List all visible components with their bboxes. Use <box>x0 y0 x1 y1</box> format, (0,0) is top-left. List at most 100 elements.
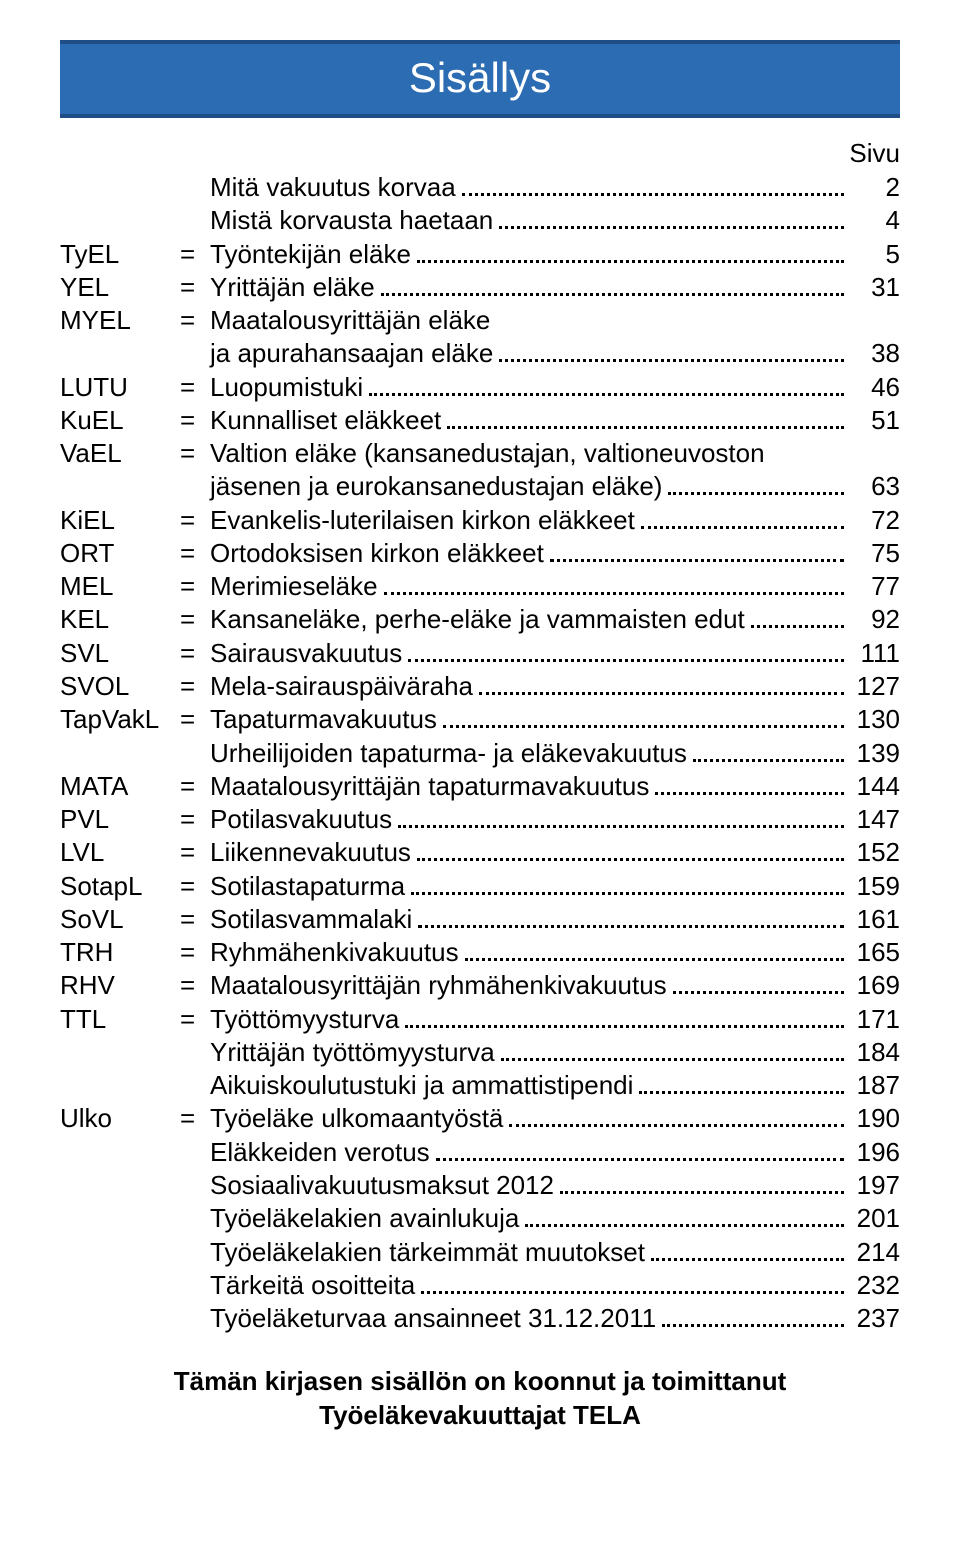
toc-equals: = <box>180 670 210 703</box>
toc-page-number: 214 <box>850 1236 900 1269</box>
toc-page-number: 130 <box>850 703 900 736</box>
toc-row: KEL=Kansaneläke, perhe-eläke ja vammaist… <box>60 603 900 636</box>
toc-row: Aikuiskoulutustuki ja ammattistipendi187 <box>60 1069 900 1102</box>
toc-leader-dots <box>560 1173 844 1194</box>
toc-abbr: MATA <box>60 770 180 803</box>
toc-equals: = <box>180 903 210 936</box>
toc-page-number: 169 <box>850 969 900 1002</box>
toc-leader-dots <box>411 873 844 894</box>
toc-page-number: 201 <box>850 1202 900 1235</box>
toc-page-number: 165 <box>850 936 900 969</box>
toc-row: TTL=Työttömyysturva171 <box>60 1003 900 1036</box>
toc-row: TRH=Ryhmähenkivakuutus165 <box>60 936 900 969</box>
toc-equals: = <box>180 537 210 570</box>
toc-description: Kansaneläke, perhe-eläke ja vammaisten e… <box>210 603 745 636</box>
toc-description: Sosiaalivakuutusmaksut 2012 <box>210 1169 554 1202</box>
toc-leader-dots <box>668 474 844 495</box>
toc-row: RHV=Maatalousyrittäjän ryhmähenkivakuutu… <box>60 969 900 1002</box>
toc-leader-dots <box>405 1006 844 1027</box>
toc-description: Merimieseläke <box>210 570 378 603</box>
toc-abbr: YEL <box>60 271 180 304</box>
toc-equals: = <box>180 1003 210 1036</box>
toc-abbr: Ulko <box>60 1102 180 1135</box>
toc-row: Mistä korvausta haetaan4 <box>60 204 900 237</box>
toc-description: Yrittäjän työttömyysturva <box>210 1036 495 1069</box>
toc-page-number: 4 <box>850 204 900 237</box>
toc-equals: = <box>180 603 210 636</box>
toc-leader-dots <box>509 1106 844 1127</box>
toc-abbr: LUTU <box>60 371 180 404</box>
toc-row: Sosiaalivakuutusmaksut 2012 197 <box>60 1169 900 1202</box>
toc-abbr: TTL <box>60 1003 180 1036</box>
toc-row: Yrittäjän työttömyysturva184 <box>60 1036 900 1069</box>
toc-equals: = <box>180 271 210 304</box>
toc-leader-dots <box>662 1306 844 1327</box>
toc-abbr: MEL <box>60 570 180 603</box>
toc-leader-dots <box>417 241 844 262</box>
toc-leader-dots <box>501 1040 844 1061</box>
toc-abbr: LVL <box>60 836 180 869</box>
toc-row: Työeläkelakien tärkeimmät muutokset214 <box>60 1236 900 1269</box>
toc-abbr: SotapL <box>60 870 180 903</box>
toc-description: Sotilasvammalaki <box>210 903 412 936</box>
toc-page-number: 2 <box>850 171 900 204</box>
toc-description: Ryhmähenkivakuutus <box>210 936 459 969</box>
toc-description: Työeläketurvaa ansainneet 31.12.2011 <box>210 1302 656 1335</box>
toc-row: Työeläketurvaa ansainneet 31.12.2011 237 <box>60 1302 900 1335</box>
toc-leader-dots <box>550 541 844 562</box>
toc-page-number: 63 <box>850 470 900 503</box>
toc-abbr: SVOL <box>60 670 180 703</box>
toc-row: jäsenen ja eurokansanedustajan eläke)63 <box>60 470 900 503</box>
toc-leader-dots <box>465 940 844 961</box>
document-page: Sisällys Sivu Mitä vakuutus korvaa2Mistä… <box>0 0 960 1483</box>
toc-description: Urheilijoiden tapaturma- ja eläkevakuutu… <box>210 737 687 770</box>
toc-page-number: 237 <box>850 1302 900 1335</box>
toc-row: PVL=Potilasvakuutus147 <box>60 803 900 836</box>
toc-leader-dots <box>418 907 844 928</box>
toc-abbr: TapVakL <box>60 703 180 736</box>
toc-description: Työeläkelakien avainlukuja <box>210 1202 519 1235</box>
toc-abbr: KuEL <box>60 404 180 437</box>
toc-description: ja apurahansaajan eläke <box>210 337 493 370</box>
toc-leader-dots <box>421 1273 844 1294</box>
toc-page-number: 197 <box>850 1169 900 1202</box>
toc-leader-dots <box>384 574 844 595</box>
toc-equals: = <box>180 238 210 271</box>
toc-page-number: 127 <box>850 670 900 703</box>
toc-leader-dots <box>417 840 844 861</box>
toc-page-number: 161 <box>850 903 900 936</box>
toc-description: Luopumistuki <box>210 371 363 404</box>
toc-abbr: KEL <box>60 603 180 636</box>
toc-page-number: 144 <box>850 770 900 803</box>
toc-leader-dots <box>462 175 844 196</box>
toc-row: TapVakL=Tapaturmavakuutus130 <box>60 703 900 736</box>
toc-abbr: ORT <box>60 537 180 570</box>
toc-equals: = <box>180 1102 210 1135</box>
toc-page-number: 111 <box>850 637 900 670</box>
toc-description: Yrittäjän eläke <box>210 271 375 304</box>
toc-leader-dots <box>369 374 844 395</box>
toc-page-number: 31 <box>850 271 900 304</box>
toc-page-number: 5 <box>850 238 900 271</box>
toc-page-number: 72 <box>850 504 900 537</box>
toc-page-number: 196 <box>850 1136 900 1169</box>
toc-leader-dots <box>381 275 844 296</box>
toc-page-number: 92 <box>850 603 900 636</box>
toc-abbr: TyEL <box>60 238 180 271</box>
toc-description: Evankelis-luterilaisen kirkon eläkkeet <box>210 504 635 537</box>
toc-description: Maatalousyrittäjän ryhmähenkivakuutus <box>210 969 667 1002</box>
toc-page-number: 77 <box>850 570 900 603</box>
toc-equals: = <box>180 703 210 736</box>
toc-description: Työttömyysturva <box>210 1003 399 1036</box>
page-title: Sisällys <box>60 40 900 118</box>
toc-leader-dots <box>655 774 844 795</box>
toc-page-number: 147 <box>850 803 900 836</box>
toc-description: Työntekijän eläke <box>210 238 411 271</box>
toc-abbr: RHV <box>60 969 180 1002</box>
toc-page-number: 51 <box>850 404 900 437</box>
toc-row: Työeläkelakien avainlukuja 201 <box>60 1202 900 1235</box>
toc-row: TyEL=Työntekijän eläke 5 <box>60 238 900 271</box>
toc-page-number: 232 <box>850 1269 900 1302</box>
toc-leader-dots <box>499 208 844 229</box>
toc-row: KuEL=Kunnalliset eläkkeet51 <box>60 404 900 437</box>
